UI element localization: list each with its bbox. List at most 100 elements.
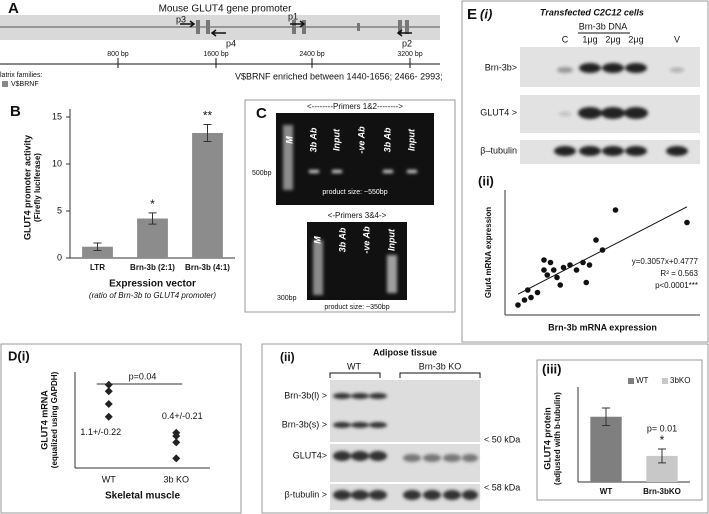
point (567, 262, 573, 268)
y-axis-label: Glut4 mRNA expression (484, 207, 493, 298)
y-axis-label: GLUT4 mRNA (39, 390, 49, 450)
legend-swatch (662, 378, 668, 384)
point (547, 259, 554, 266)
legend-heading: latrix families: (0, 72, 42, 79)
point (104, 380, 113, 389)
y-axis-label: (equalized using GAPDH) (50, 371, 59, 468)
point (172, 432, 181, 440)
panel-a: A Mouse GLUT4 gene promoter p3 p4 p1 p2 … (0, 0, 443, 88)
point (541, 267, 547, 273)
bar (192, 132, 223, 258)
x-axis-sublabel: (ratio of Brn-3b to GLUT4 promoter) (89, 291, 216, 300)
panel-frame (261, 343, 709, 514)
y-axis-label: (adjusted with b-tubulin) (553, 392, 562, 485)
error-bar (658, 448, 666, 464)
gel-bands (283, 125, 417, 190)
panel-label: (ii) (478, 173, 494, 188)
lane-label: 2μg (628, 34, 643, 44)
panel-label: C (256, 105, 267, 122)
panel-title: Adipose tissue (373, 347, 437, 357)
x-tick-label: Brn-3b (4:1) (185, 263, 230, 272)
y-tick-label: 0 (57, 252, 62, 262)
bar (137, 218, 168, 258)
p-value: p<0.0001*** (655, 281, 698, 290)
blot (330, 444, 480, 482)
panel-label: B (10, 103, 21, 120)
panel-label: D(i) (8, 348, 30, 363)
group-label: WT (347, 361, 361, 371)
x-tick-label: Brn-3b (2:1) (130, 263, 175, 272)
error-bar (602, 407, 610, 426)
panel-label: (iii) (542, 361, 562, 376)
row-label: β-tubulin > (285, 489, 327, 499)
lane-label: M (284, 136, 294, 144)
lane-label: Input (331, 128, 341, 151)
error-bar (203, 124, 212, 142)
legend-swatch (2, 81, 8, 87)
lane-label: V (674, 34, 680, 44)
blot-bands (333, 393, 478, 500)
lane-label: Input (386, 228, 396, 251)
size-label: < 58 kDa (484, 482, 520, 492)
y-tick-label: 10 (52, 158, 62, 168)
panel-label: (ii) (280, 350, 295, 364)
group-label: 0.4+/-0.21 (162, 411, 203, 421)
group-label: Brn-3b KO (419, 361, 462, 371)
row-label: Brn-3b(s) > (282, 419, 327, 429)
y-tick-label: 15 (52, 111, 62, 121)
point (515, 302, 521, 308)
primer-label: p1 (288, 11, 298, 21)
blot-bands (554, 63, 688, 156)
point (554, 274, 560, 281)
lane-label: 2μg (605, 34, 620, 44)
group-label: 1.1+/-0.22 (80, 427, 121, 437)
y-axis-label: GLUT4 protein (542, 407, 552, 470)
point (684, 219, 690, 226)
size-label: < 50 kDa (484, 434, 520, 444)
ruler-label: 800 bp (107, 51, 129, 58)
point (104, 400, 113, 408)
lane-label: 3b Ab (337, 227, 347, 252)
error-bar (93, 242, 102, 251)
ruler-ticks (117, 58, 411, 68)
panel-frame (461, 0, 709, 343)
lane-label: 3b Ab (382, 127, 392, 152)
panel-frame (536, 359, 703, 501)
lane-label: 1μg (582, 34, 597, 44)
row-label: Brn-3b(l) > (284, 390, 327, 400)
point (560, 264, 567, 271)
r-squared: R² = 0.563 (660, 269, 698, 278)
gel-header: <-Primers 3&4-> (328, 211, 387, 220)
x-tick-label: WT (102, 474, 116, 484)
primer-label: p2 (402, 38, 412, 48)
panel-e: E (i) Transfected C2C12 cells Brn-3b DNA… (461, 0, 709, 343)
point (586, 262, 593, 268)
lane-label: -ve Ab (361, 226, 371, 254)
bar (82, 246, 113, 258)
legend-swatch (628, 378, 634, 384)
point (104, 387, 113, 396)
row-label: β–tubulin (480, 145, 517, 155)
bar (590, 416, 622, 482)
y-axis-label: GLUT4 promoter activity (22, 135, 32, 240)
point (599, 247, 606, 253)
primer-label: p4 (226, 38, 236, 48)
gel-header: <--------Primers 1&2--------> (307, 102, 403, 111)
panel-d2: (ii) Adipose tissue WT Brn-3b KO Brn-3b(… (280, 347, 520, 510)
lane-label: M (312, 236, 322, 244)
x-tick-label: LTR (90, 263, 105, 272)
legend-item: V$BRNF (11, 81, 39, 88)
lane-label: 3b Ab (308, 127, 318, 152)
product-size: product size: ~550bp (322, 189, 387, 196)
point (104, 412, 113, 421)
gel-bands (313, 240, 397, 295)
legend-label: WT (636, 376, 649, 385)
gel (276, 113, 434, 205)
note: V$BRNF enriched between 1440-1656; 2466-… (235, 71, 443, 81)
lane-label: C (562, 34, 569, 44)
point (521, 297, 528, 303)
x-axis-label: Brn-3b mRNA expression (548, 322, 657, 332)
annotation: ** (203, 109, 213, 123)
